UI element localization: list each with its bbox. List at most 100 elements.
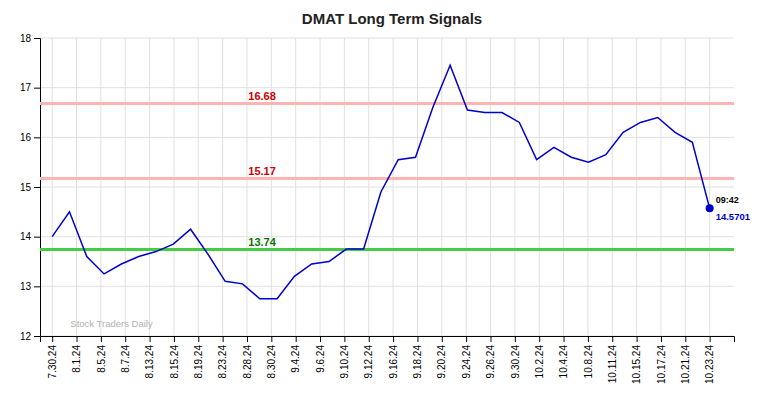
grid-line-y xyxy=(40,236,734,237)
grid xyxy=(40,38,734,336)
x-tick-label: 10.15.24 xyxy=(631,345,642,384)
x-tick-label: 9.30.24 xyxy=(510,345,521,379)
y-tick-label: 17 xyxy=(20,82,32,93)
y-tick-label: 12 xyxy=(20,331,32,342)
x-tick-mark xyxy=(125,336,126,342)
y-tick: 14 xyxy=(20,231,40,242)
x-tick-mark xyxy=(77,336,78,342)
x-tick-mark xyxy=(661,336,662,342)
grid-line-y xyxy=(40,87,734,88)
x-tick-mark xyxy=(344,336,345,342)
x-tick-label: 8.19.24 xyxy=(193,345,204,379)
x-tick-label: 10.11.24 xyxy=(607,345,618,384)
y-tick-mark xyxy=(34,38,40,39)
x-axis: 7.30.248.1.248.5.248.7.248.13.248.15.248… xyxy=(41,336,735,384)
x-tick-mark xyxy=(320,336,321,342)
x-tick-label: 9.4.24 xyxy=(290,345,301,373)
x-tick-label: 9.18.24 xyxy=(412,345,423,379)
x-tick-mark xyxy=(539,336,540,342)
x-tick-label: 10.23.24 xyxy=(704,345,715,384)
x-tick-label: 10.8.24 xyxy=(583,345,594,379)
grid-line-x xyxy=(393,38,394,336)
grid-line-x xyxy=(271,38,272,336)
grid-line-x xyxy=(368,38,369,336)
y-tick: 17 xyxy=(20,82,40,93)
level-label: 15.17 xyxy=(248,165,276,177)
level-label: 13.74 xyxy=(248,236,276,248)
level-label: 16.68 xyxy=(248,90,276,102)
x-tick-label: 10.2.24 xyxy=(534,345,545,379)
x-tick-mark xyxy=(515,336,516,342)
x-tick-label: 9.24.24 xyxy=(461,345,472,379)
y-tick: 12 xyxy=(20,331,40,342)
x-tick-mark xyxy=(637,336,638,342)
grid-line-x xyxy=(636,38,637,336)
grid-line-x xyxy=(660,38,661,336)
x-tick-label: 7.30.24 xyxy=(47,345,58,379)
x-tick-mark xyxy=(490,336,491,342)
x-tick-label: 8.23.24 xyxy=(217,345,228,379)
x-tick-mark xyxy=(417,336,418,342)
x-tick-label: 9.6.24 xyxy=(315,345,326,373)
x-tick-label: 8.15.24 xyxy=(169,345,180,379)
x-tick-mark xyxy=(271,336,272,342)
x-tick-label: 10.4.24 xyxy=(558,345,569,379)
grid-line-x xyxy=(125,38,126,336)
x-tick: 8.28.24 xyxy=(242,336,253,378)
y-tick: 13 xyxy=(20,281,40,292)
x-tick: 10.4.24 xyxy=(558,336,569,378)
grid-line-x xyxy=(514,38,515,336)
grid-line-x xyxy=(709,38,710,336)
x-tick: 8.5.24 xyxy=(96,336,107,373)
x-tick: 9.6.24 xyxy=(315,336,326,373)
grid-line-y xyxy=(40,38,734,39)
grid-line-x xyxy=(685,38,686,336)
x-tick-mark xyxy=(442,336,443,342)
x-tick-mark xyxy=(223,336,224,342)
level-line xyxy=(40,248,734,251)
x-tick: 10.2.24 xyxy=(534,336,545,378)
level-line xyxy=(40,102,734,105)
x-tick-mark xyxy=(685,336,686,342)
x-tick-label: 8.5.24 xyxy=(96,345,107,373)
x-tick: 8.13.24 xyxy=(144,336,155,378)
x-tick: 9.24.24 xyxy=(461,336,472,378)
x-tick: 8.7.24 xyxy=(120,336,131,373)
x-tick-label: 8.13.24 xyxy=(144,345,155,379)
x-tick-mark xyxy=(369,336,370,342)
grid-line-x xyxy=(295,38,296,336)
x-tick-label: 8.7.24 xyxy=(120,345,131,373)
last-price-label: 14.5701 xyxy=(716,211,751,222)
y-tick-mark xyxy=(34,336,40,337)
texts: DMAT Long Term Signals 16.68 15.17 13.74 14.… xyxy=(70,10,750,329)
grid-line-x xyxy=(100,38,101,336)
x-tick-mark xyxy=(296,336,297,342)
y-tick: 15 xyxy=(20,182,40,193)
x-tick-label: 9.10.24 xyxy=(339,345,350,379)
x-tick: 7.30.24 xyxy=(47,336,58,378)
grid-line-x xyxy=(222,38,223,336)
x-tick-mark xyxy=(174,336,175,342)
grid-line-x xyxy=(490,38,491,336)
x-tick: 8.23.24 xyxy=(217,336,228,378)
x-tick-mark xyxy=(52,336,53,342)
grid-line-x xyxy=(173,38,174,336)
y-tick-mark xyxy=(34,88,40,89)
x-tick-label: 9.12.24 xyxy=(363,345,374,379)
x-tick: 10.21.24 xyxy=(680,336,691,384)
x-tick-mark xyxy=(247,336,248,342)
grid-line-x xyxy=(587,38,588,336)
grid-line-x xyxy=(563,38,564,336)
x-tick: 8.19.24 xyxy=(193,336,204,378)
y-tick-label: 18 xyxy=(20,33,32,44)
y-tick-mark xyxy=(34,286,40,287)
x-tick-mark xyxy=(564,336,565,342)
x-axis-line xyxy=(41,337,735,343)
y-tick-mark xyxy=(34,237,40,238)
x-tick: 9.20.24 xyxy=(436,336,447,378)
x-tick-label: 10.21.24 xyxy=(680,345,691,384)
title: DMAT Long Term Signals xyxy=(302,10,482,27)
y-tick: 18 xyxy=(20,33,40,44)
x-tick-label: 9.20.24 xyxy=(436,345,447,379)
grid-line-x xyxy=(612,38,613,336)
